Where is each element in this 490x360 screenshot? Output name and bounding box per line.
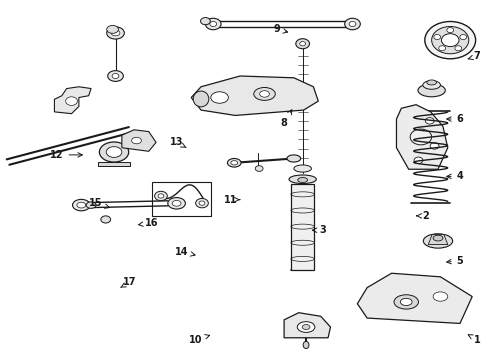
Ellipse shape <box>423 234 453 248</box>
Ellipse shape <box>168 198 185 209</box>
Ellipse shape <box>344 18 360 30</box>
Ellipse shape <box>427 80 437 85</box>
Ellipse shape <box>107 26 119 33</box>
Polygon shape <box>54 87 91 114</box>
Bar <box>98 162 130 166</box>
Text: 17: 17 <box>121 277 137 287</box>
Ellipse shape <box>294 165 312 172</box>
Text: 5: 5 <box>447 256 464 266</box>
Ellipse shape <box>423 81 441 89</box>
Ellipse shape <box>297 321 315 332</box>
Ellipse shape <box>158 194 164 198</box>
Ellipse shape <box>441 34 459 46</box>
Ellipse shape <box>227 158 241 167</box>
Ellipse shape <box>86 202 96 208</box>
Ellipse shape <box>447 28 454 33</box>
Polygon shape <box>191 76 318 116</box>
Ellipse shape <box>425 118 434 124</box>
Ellipse shape <box>410 129 432 145</box>
Ellipse shape <box>418 84 445 97</box>
Ellipse shape <box>260 91 270 97</box>
Text: 11: 11 <box>223 195 240 205</box>
Ellipse shape <box>77 202 86 208</box>
Ellipse shape <box>205 18 221 30</box>
Text: 3: 3 <box>313 225 326 235</box>
Ellipse shape <box>439 46 445 51</box>
Ellipse shape <box>303 341 309 348</box>
Bar <box>152 182 211 216</box>
Ellipse shape <box>172 201 181 206</box>
Ellipse shape <box>66 97 77 105</box>
Ellipse shape <box>433 292 448 301</box>
Text: 2: 2 <box>416 211 429 221</box>
Text: 1: 1 <box>468 334 481 345</box>
Ellipse shape <box>434 35 441 40</box>
Ellipse shape <box>296 39 310 49</box>
Ellipse shape <box>433 235 443 241</box>
Ellipse shape <box>112 73 119 78</box>
Ellipse shape <box>400 298 412 306</box>
Ellipse shape <box>211 92 228 103</box>
Ellipse shape <box>231 161 238 165</box>
Ellipse shape <box>455 46 462 51</box>
Polygon shape <box>396 105 448 169</box>
Text: 6: 6 <box>447 114 464 124</box>
Bar <box>291 184 315 270</box>
Ellipse shape <box>99 142 129 162</box>
Text: 4: 4 <box>447 171 464 181</box>
Ellipse shape <box>254 87 275 100</box>
Ellipse shape <box>199 201 205 205</box>
Text: 14: 14 <box>175 247 195 257</box>
Ellipse shape <box>298 177 308 183</box>
Ellipse shape <box>255 166 263 171</box>
Text: 16: 16 <box>139 218 159 228</box>
Ellipse shape <box>289 175 317 184</box>
Ellipse shape <box>106 147 122 157</box>
Text: 9: 9 <box>273 24 288 35</box>
Ellipse shape <box>349 22 356 27</box>
Text: 8: 8 <box>281 110 292 128</box>
Text: 15: 15 <box>89 198 109 208</box>
Ellipse shape <box>200 18 210 25</box>
Polygon shape <box>428 234 448 244</box>
Ellipse shape <box>196 198 208 208</box>
Ellipse shape <box>460 35 466 40</box>
Ellipse shape <box>425 22 476 59</box>
Ellipse shape <box>300 41 306 46</box>
Ellipse shape <box>108 71 123 81</box>
Polygon shape <box>284 313 331 338</box>
Ellipse shape <box>414 157 423 163</box>
Ellipse shape <box>73 199 90 211</box>
Ellipse shape <box>394 295 418 309</box>
Ellipse shape <box>155 191 167 201</box>
Ellipse shape <box>107 27 124 39</box>
Ellipse shape <box>193 91 209 107</box>
Polygon shape <box>122 130 156 151</box>
Text: 12: 12 <box>50 150 82 160</box>
Text: 10: 10 <box>190 334 210 345</box>
Text: 13: 13 <box>170 138 186 148</box>
Text: 7: 7 <box>468 51 481 61</box>
Ellipse shape <box>111 30 120 36</box>
Polygon shape <box>357 273 472 323</box>
Ellipse shape <box>287 155 301 162</box>
Ellipse shape <box>432 27 469 54</box>
Ellipse shape <box>430 143 439 149</box>
Ellipse shape <box>101 216 111 223</box>
Ellipse shape <box>302 324 310 329</box>
Ellipse shape <box>210 22 217 27</box>
Ellipse shape <box>132 137 142 144</box>
